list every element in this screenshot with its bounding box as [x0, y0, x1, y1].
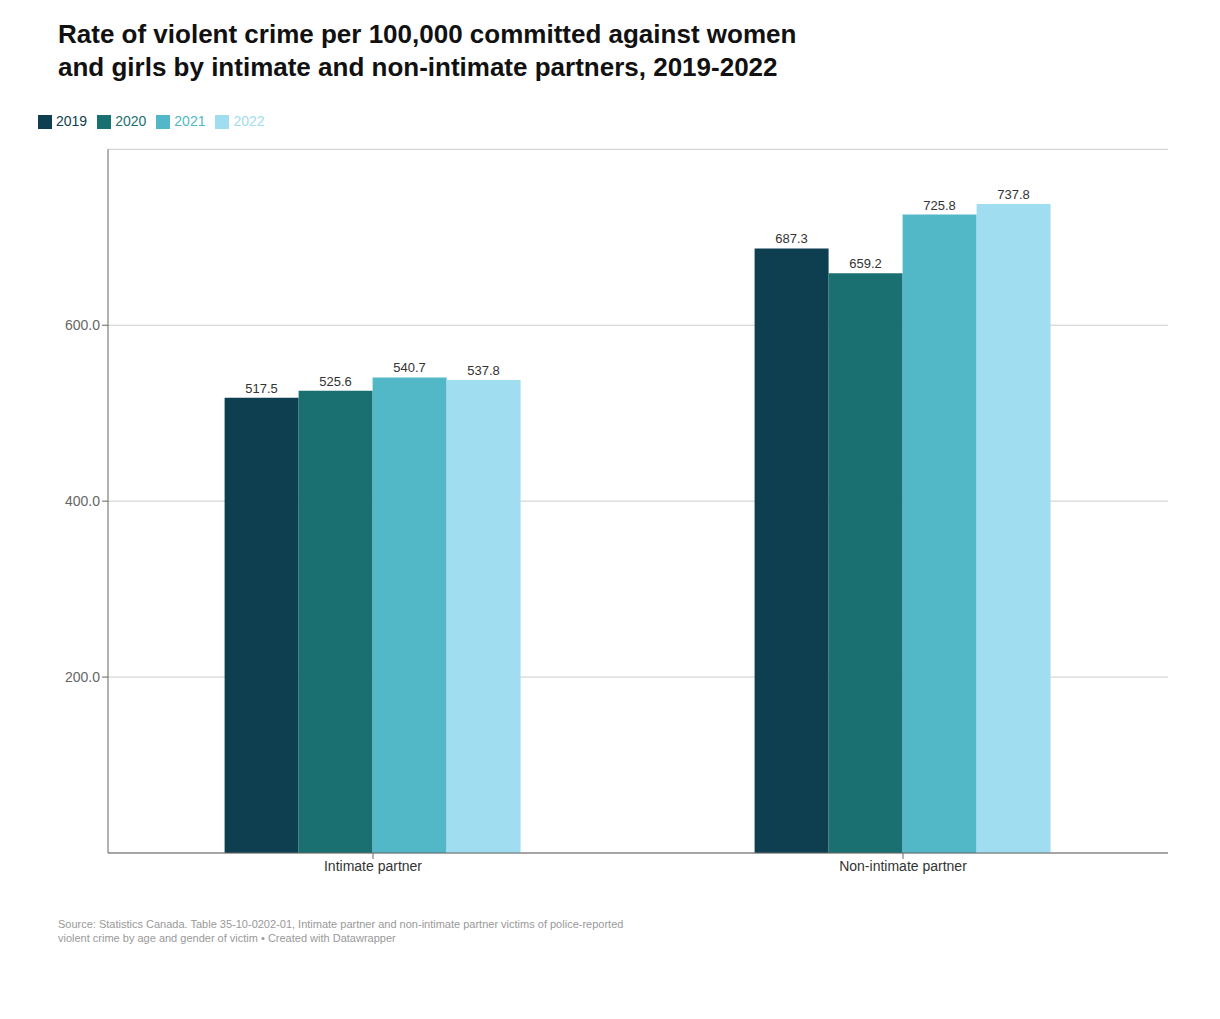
html-text:2020: 2020: [115, 113, 147, 129]
svg-text:725.8: 725.8: [923, 198, 956, 213]
svg-text:537.8: 537.8: [467, 363, 500, 378]
svg-text:659.2: 659.2: [849, 256, 882, 271]
html-text:Rate of violent crime per 100,: Rate of violent crime per 100,000 commit…: [58, 19, 797, 82]
svg-text:200.0: 200.0: [65, 669, 100, 685]
svg-text:687.3: 687.3: [775, 231, 808, 246]
html-text:Source: Statistics Canada. Tab: Source: Statistics Canada. Table 35-10-0…: [58, 918, 624, 945]
svg-text:525.6: 525.6: [319, 374, 352, 389]
html-text:2019: 2019: [56, 113, 88, 129]
svg-text:737.8: 737.8: [997, 187, 1030, 202]
html-text:2022: 2022: [233, 113, 265, 129]
svg-text:Intimate partner: Intimate partner: [324, 858, 422, 874]
html-text:2021: 2021: [174, 113, 206, 129]
svg-text:400.0: 400.0: [65, 493, 100, 509]
svg-text:Non-intimate partner: Non-intimate partner: [839, 858, 967, 874]
svg-text:540.7: 540.7: [393, 360, 426, 375]
svg-text:517.5: 517.5: [245, 381, 278, 396]
svg-text:600.0: 600.0: [65, 317, 100, 333]
